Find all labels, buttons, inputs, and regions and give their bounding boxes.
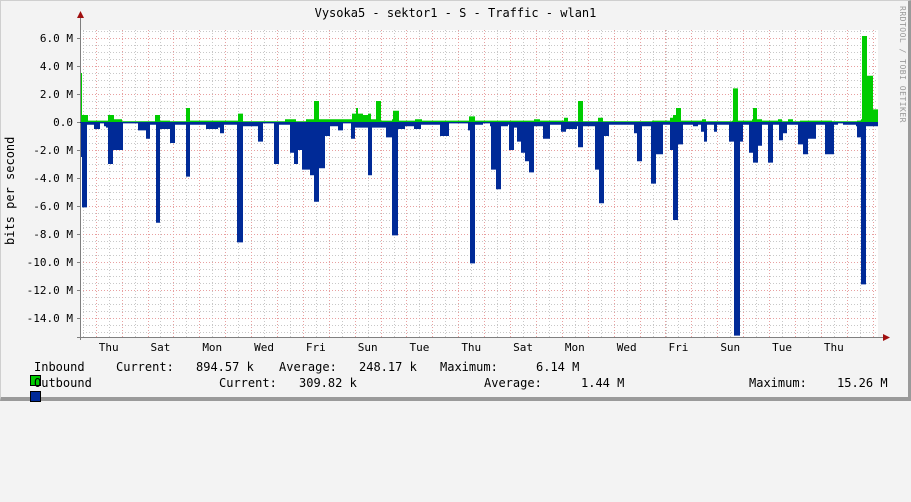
inbound-current-value: 894.57 k [196, 360, 254, 374]
x-tick-label: Wed [254, 341, 274, 354]
outbound-area [80, 122, 878, 336]
y-tick-label: -12.0 M [27, 284, 74, 297]
y-axis-arrow-icon [77, 11, 84, 18]
inbound-swatch-icon [30, 375, 42, 386]
chart-title: Vysoka5 - sektor1 - S - Traffic - wlan1 [314, 6, 597, 20]
outbound-maximum-label: Maximum: [749, 376, 807, 390]
x-tick-label: Mon [565, 341, 585, 354]
x-tick-label: Tue [410, 341, 430, 354]
legend-outbound: Outbound Current: 309.82 k Average: 1.44… [16, 376, 888, 502]
data-series [80, 36, 878, 336]
major-grid [80, 30, 878, 337]
x-tick-label: Sun [720, 341, 740, 354]
y-tick-label: 4.0 M [40, 60, 73, 73]
inbound-average-value: 248.17 k [359, 360, 417, 374]
x-tick-label: Thu [461, 341, 481, 354]
x-tick-label: Sun [358, 341, 378, 354]
outbound-current-value: 309.82 k [299, 376, 357, 390]
y-tick-label: 2.0 M [40, 88, 73, 101]
y-tick-label: -10.0 M [27, 256, 74, 269]
inbound-average-label: Average: [279, 360, 337, 374]
outbound-label: Outbound [34, 376, 92, 390]
x-tick-label: Fri [669, 341, 689, 354]
x-tick-label: Thu [99, 341, 119, 354]
inbound-maximum-value: 6.14 M [536, 360, 580, 374]
inbound-maximum-label: Maximum: [440, 360, 498, 374]
outbound-swatch-icon [30, 391, 42, 402]
outbound-current-label: Current: [219, 376, 277, 390]
chart-frame [0, 0, 911, 401]
y-tick-label: -4.0 M [33, 172, 73, 185]
y-tick-label: 6.0 M [40, 32, 73, 45]
inbound-label: Inbound [34, 360, 85, 374]
x-tick-label: Sat [513, 341, 533, 354]
y-tick-label: 0.0 [53, 116, 73, 129]
x-tick-label: Fri [306, 341, 326, 354]
x-axis-arrow-icon [883, 334, 890, 341]
x-tick-label: Wed [617, 341, 637, 354]
x-axis-ticks: Thu Sat Mon Wed Fri Sun Tue Thu Sat Mon Wed Fri Sun T… [99, 341, 844, 354]
y-tick-label: -2.0 M [33, 144, 73, 157]
y-tick-label: -8.0 M [33, 228, 73, 241]
outbound-average-label: Average: [484, 376, 542, 390]
axes [77, 11, 890, 341]
y-tick-label: -6.0 M [33, 200, 73, 213]
rrdtool-watermark: RRDTOOL / TOBI OETIKER [898, 6, 907, 123]
y-tick-label: -14.0 M [27, 312, 74, 325]
outbound-maximum-value: 15.26 M [837, 376, 888, 390]
x-tick-label: Mon [202, 341, 222, 354]
x-tick-label: Sat [151, 341, 171, 354]
y-axis-ticks: 6.0 M 4.0 M 2.0 M 0.0 -2.0 M -4.0 M -6.0 M -8.0… [27, 32, 80, 325]
legend-inbound: Inbound Current: 894.57 k Average: 248.1… [16, 360, 579, 486]
x-tick-label: Tue [772, 341, 792, 354]
x-tick-label: Thu [824, 341, 844, 354]
traffic-chart: 6.0 M 4.0 M 2.0 M 0.0 -2.0 M -4.0 M -6.0 M -8.0… [27, 11, 890, 354]
outbound-average-value: 1.44 M [581, 376, 625, 390]
inbound-current-label: Current: [116, 360, 174, 374]
